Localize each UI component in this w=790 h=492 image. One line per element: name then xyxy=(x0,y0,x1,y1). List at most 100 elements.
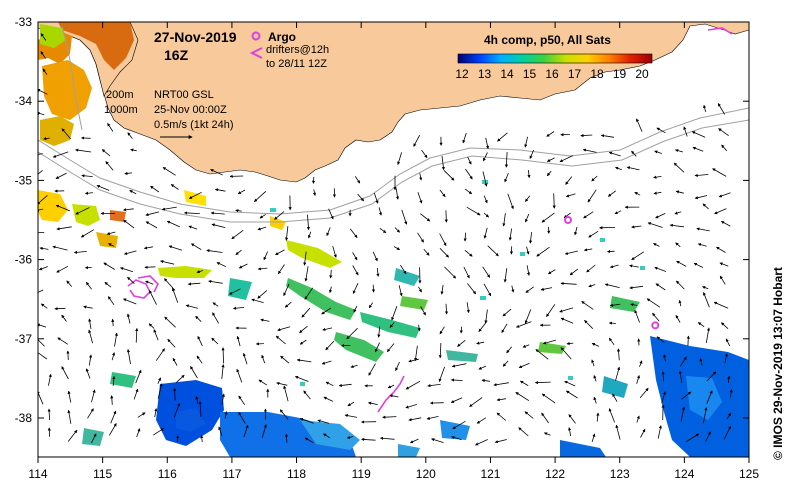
current-vector xyxy=(196,270,204,274)
current-vector xyxy=(522,344,530,348)
contour-1000m xyxy=(38,119,749,223)
current-vector xyxy=(427,384,441,388)
current-vector xyxy=(350,364,358,369)
current-vector xyxy=(221,347,225,364)
current-vector xyxy=(275,249,285,256)
current-vector xyxy=(568,427,572,437)
current-vector xyxy=(260,318,270,322)
current-vector xyxy=(526,246,530,255)
current-vector xyxy=(397,152,402,166)
current-vector xyxy=(546,131,555,137)
current-vector xyxy=(423,248,430,256)
current-vector xyxy=(723,425,731,440)
current-vector xyxy=(395,188,400,200)
current-vector xyxy=(439,233,447,247)
current-vector xyxy=(614,210,622,215)
current-vector xyxy=(464,188,473,195)
current-vector xyxy=(389,394,399,398)
credit-text: © IMOS 29-Nov-2019 13:07 Hobart xyxy=(771,267,785,460)
current-vector xyxy=(718,128,729,137)
current-vector xyxy=(232,306,245,310)
current-vector xyxy=(164,316,176,328)
current-vector xyxy=(631,150,637,157)
current-vector xyxy=(508,228,512,241)
current-vector xyxy=(42,68,48,75)
current-vector xyxy=(560,317,574,324)
current-vector xyxy=(497,132,508,142)
current-vector xyxy=(393,246,401,251)
current-vector xyxy=(75,148,92,153)
current-vector xyxy=(663,354,667,362)
current-vector xyxy=(368,302,374,309)
current-vector xyxy=(304,287,314,300)
current-vector xyxy=(119,267,134,273)
current-vector xyxy=(304,266,309,282)
current-vector xyxy=(615,366,621,381)
current-vector xyxy=(718,192,731,198)
current-vector xyxy=(137,412,146,418)
current-vector xyxy=(200,434,204,443)
current-vector xyxy=(439,189,446,198)
current-vector xyxy=(317,419,330,424)
current-vector xyxy=(721,322,729,329)
current-vector xyxy=(73,250,87,254)
current-vector xyxy=(417,232,424,243)
current-vector xyxy=(647,222,663,228)
current-vector xyxy=(299,417,314,424)
current-vector xyxy=(608,337,615,346)
current-vector xyxy=(475,439,488,446)
current-vector xyxy=(639,387,649,399)
current-vector xyxy=(212,312,220,324)
current-vector xyxy=(294,375,309,382)
current-vector xyxy=(210,211,225,215)
current-vector xyxy=(259,214,266,219)
current-vector xyxy=(237,189,246,195)
colorbar-tick-label: 14 xyxy=(500,67,514,81)
colorbar-ticks: 12 13 14 15 16 17 18 19 20 xyxy=(455,67,649,81)
current-vector xyxy=(326,227,331,237)
current-vector xyxy=(347,401,355,407)
current-vector xyxy=(634,309,640,323)
current-vector xyxy=(352,252,358,261)
colorbar-tick-label: 20 xyxy=(635,67,649,81)
current-vector xyxy=(524,411,534,419)
current-vector xyxy=(511,285,515,293)
current-vector xyxy=(258,379,268,386)
current-vector xyxy=(653,191,662,195)
current-vector xyxy=(328,208,334,220)
current-vector xyxy=(38,152,43,156)
current-vector xyxy=(301,307,311,318)
current-vector xyxy=(394,227,400,233)
current-vector xyxy=(527,169,531,179)
current-vector xyxy=(187,282,201,286)
lon-tick-label: 124 xyxy=(674,467,694,481)
current-vector xyxy=(482,171,488,187)
colorbar-tick-label: 13 xyxy=(478,67,492,81)
current-vector xyxy=(285,226,289,241)
current-source: NRT00 GSL xyxy=(154,89,214,101)
current-vector xyxy=(634,191,641,196)
argo-legend-label: Argo xyxy=(268,30,296,44)
current-vector xyxy=(729,389,733,398)
current-vector xyxy=(525,213,530,223)
current-vector xyxy=(714,208,727,215)
current-vector xyxy=(171,287,179,303)
current-vector xyxy=(703,407,708,424)
current-vector xyxy=(581,301,594,310)
current-vector xyxy=(476,417,487,424)
colorbar-tick-label: 16 xyxy=(545,67,559,81)
current-vector xyxy=(563,212,571,219)
current-vector xyxy=(699,357,703,366)
current-vector xyxy=(38,350,48,360)
current-vector xyxy=(378,207,383,216)
current-vector xyxy=(441,156,445,171)
plot-frame xyxy=(37,21,750,458)
current-vector xyxy=(501,323,508,334)
current-vector xyxy=(529,149,534,159)
current-vector xyxy=(408,417,422,422)
current-vector xyxy=(725,338,731,347)
current-vector xyxy=(721,144,728,152)
current-vector xyxy=(612,393,618,402)
current-vector xyxy=(104,281,112,288)
current-vector xyxy=(465,168,473,180)
